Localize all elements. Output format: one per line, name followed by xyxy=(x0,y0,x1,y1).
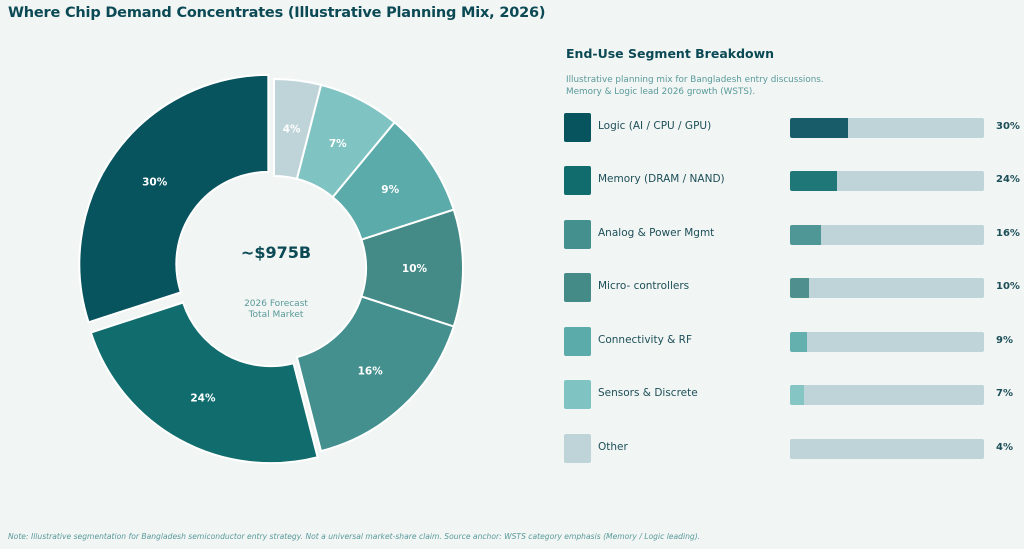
share-bar-track xyxy=(790,385,984,405)
segment-label: Sensors & Discrete xyxy=(598,387,698,399)
footnote: Note: Illustrative segmentation for Bang… xyxy=(8,532,701,541)
legend-panel-title: End-Use Segment Breakdown xyxy=(566,46,775,61)
segment-label: Analog & Power Mgmt xyxy=(598,227,715,239)
legend-swatch xyxy=(564,273,591,302)
slice-percent-label: 7% xyxy=(329,138,347,150)
donut-slice-other xyxy=(273,77,323,181)
share-bar-fill xyxy=(790,439,798,459)
legend-swatch xyxy=(564,166,591,195)
slice-percent-label: 16% xyxy=(358,365,384,377)
donut-slice-logic-ai-cpu-gpu xyxy=(78,73,270,324)
center-subtitle-line1: 2026 Forecast xyxy=(244,299,308,309)
share-bar-track xyxy=(790,118,984,138)
share-bar-track xyxy=(790,171,984,191)
legend-panel-subtitle: Illustrative planning mix for Bangladesh… xyxy=(566,74,866,98)
segment-label: Memory (DRAM / NAND) xyxy=(598,173,725,185)
segment-percent: 4% xyxy=(996,442,1013,453)
legend-row: Sensors & Discrete 7% xyxy=(564,380,1024,410)
slice-percent-label: 10% xyxy=(402,263,428,275)
share-bar-track xyxy=(790,278,984,298)
legend-row: Connectivity & RF 9% xyxy=(564,327,1024,357)
share-bar-fill xyxy=(790,278,810,298)
subtitle-line-2: Memory & Logic lead 2026 growth (WSTS). xyxy=(566,87,756,97)
chart-title: Where Chip Demand Concentrates (Illustra… xyxy=(8,5,546,21)
segment-label: Other xyxy=(598,441,628,453)
legend-row: Other 4% xyxy=(564,434,1024,464)
share-bar-track xyxy=(790,332,984,352)
subtitle-line-1: Illustrative planning mix for Bangladesh… xyxy=(566,75,824,85)
legend-swatch xyxy=(564,434,591,463)
share-bar-fill xyxy=(790,332,808,352)
segment-percent: 24% xyxy=(996,174,1020,185)
legend-swatch xyxy=(564,327,591,356)
donut-slice-analog-power-mgmt xyxy=(295,295,456,453)
donut-chart: 30%24%16%10%9%7%4% ~$975B 2026 Forecast … xyxy=(78,73,464,465)
segment-label: Logic (AI / CPU / GPU) xyxy=(598,120,712,132)
legend-row: Micro- controllers 10% xyxy=(564,273,1024,303)
share-bar-track xyxy=(790,225,984,245)
legend-row: Logic (AI / CPU / GPU) 30% xyxy=(564,113,1024,143)
segment-label: Connectivity & RF xyxy=(598,334,692,346)
legend-swatch xyxy=(564,380,591,409)
donut-slice-memory-dram-nand xyxy=(89,301,319,465)
center-total-value: ~$975B xyxy=(241,243,311,262)
share-bar-fill xyxy=(790,385,804,405)
legend-row: Memory (DRAM / NAND) 24% xyxy=(564,166,1024,196)
segment-percent: 30% xyxy=(996,121,1020,132)
legend-row: Analog & Power Mgmt 16% xyxy=(564,220,1024,250)
slice-percent-label: 30% xyxy=(142,176,168,188)
slice-percent-label: 4% xyxy=(283,124,301,136)
legend-swatch xyxy=(564,220,591,249)
segment-percent: 16% xyxy=(996,228,1020,239)
center-subtitle-line2: Total Market xyxy=(248,310,304,320)
segment-percent: 10% xyxy=(996,281,1020,292)
share-bar-track xyxy=(790,439,984,459)
segment-percent: 9% xyxy=(996,335,1013,346)
segment-percent: 7% xyxy=(996,388,1013,399)
slice-percent-label: 9% xyxy=(381,184,399,196)
slice-percent-label: 24% xyxy=(190,392,216,404)
segment-label: Micro- controllers xyxy=(598,280,690,292)
share-bar-fill xyxy=(790,118,849,138)
legend-swatch xyxy=(564,113,591,142)
share-bar-fill xyxy=(790,225,822,245)
share-bar-fill xyxy=(790,171,837,191)
